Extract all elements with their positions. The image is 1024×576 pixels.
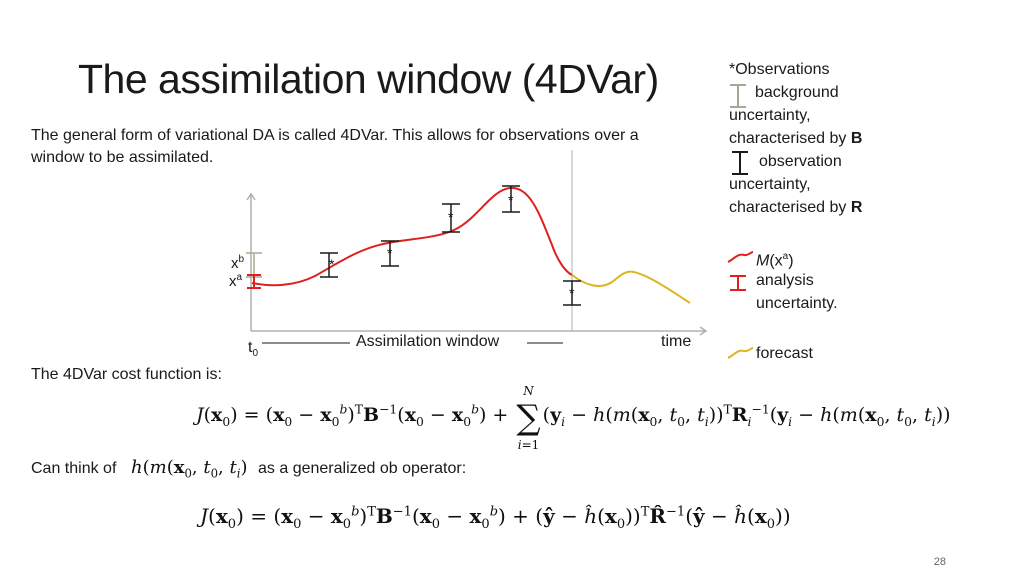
observation-errorbar bbox=[381, 240, 399, 267]
t0-sub: 0 bbox=[252, 348, 259, 360]
t0-base: t bbox=[248, 339, 253, 356]
legend-observation-line1: observation bbox=[759, 153, 842, 170]
observation-marker: * bbox=[329, 256, 335, 272]
forecast-trajectory bbox=[571, 270, 691, 304]
observation-errorbar bbox=[502, 185, 520, 213]
generalized-operator-inline: h(m(x0, t0, ti) bbox=[131, 457, 248, 481]
legend-analysis-line2: uncertainty. bbox=[756, 295, 838, 312]
time-label: time bbox=[661, 333, 692, 350]
legend-observation-line2: uncertainty, bbox=[729, 176, 811, 193]
legend-model-x: (x bbox=[769, 252, 783, 270]
xa-sup: a bbox=[236, 272, 243, 283]
xb-base: x bbox=[231, 255, 239, 272]
legend-header: *Observations bbox=[729, 61, 830, 78]
legend-observation-line3: characterised by R bbox=[729, 196, 862, 219]
observation-marker: * bbox=[569, 285, 575, 301]
cost-function-equation: J(x0) = (x0 − x0b)TB−1(x0 − x0b) + N ∑ i=1… bbox=[196, 384, 951, 452]
legend-background-symbol: B bbox=[850, 130, 863, 147]
t0-label: t0 bbox=[248, 339, 258, 359]
legend-background-line2: uncertainty, bbox=[729, 107, 811, 124]
legend-analysis-line1: analysis bbox=[756, 272, 814, 289]
window-label: Assimilation window bbox=[356, 333, 500, 350]
legend-model-close: ) bbox=[788, 252, 794, 270]
cost-function-label: The 4DVar cost function is: bbox=[31, 366, 222, 383]
page-number: 28 bbox=[933, 556, 946, 568]
observation-marker: * bbox=[508, 192, 514, 208]
value-axis-arrow-icon bbox=[246, 192, 256, 201]
background-errorbar bbox=[246, 252, 262, 278]
generalized-cost-equation: J(x0) = (x0 − x0b)TB−1(x0 − x0b) + (ŷ − … bbox=[200, 504, 791, 532]
intro-text: The general form of variational DA is ca… bbox=[31, 127, 639, 166]
observation-errorbar bbox=[320, 252, 338, 278]
background-errorbar-icon bbox=[730, 84, 746, 108]
generalized-operator-suffix: as a generalized ob operator: bbox=[258, 460, 467, 477]
legend-model-sup: a bbox=[782, 251, 789, 262]
legend-forecast: forecast bbox=[756, 345, 813, 362]
page-title: The assimilation window (4DVar) bbox=[78, 56, 659, 102]
legend-model-label: M(xa) bbox=[756, 245, 794, 272]
generalized-operator-prefix: Can think of bbox=[31, 460, 117, 477]
legend-background-line3: characterised by B bbox=[729, 127, 862, 150]
forecast-line-icon bbox=[727, 347, 754, 359]
legend-background-text: characterised by bbox=[729, 130, 851, 147]
analysis-line-icon bbox=[727, 251, 754, 263]
xa-base: x bbox=[229, 273, 237, 290]
observation-marker: * bbox=[448, 209, 454, 225]
xb-label: xb bbox=[231, 254, 244, 272]
xb-sup: b bbox=[238, 254, 245, 265]
observation-errorbar bbox=[563, 280, 581, 306]
observation-errorbar-icon bbox=[732, 151, 748, 175]
legend-model-m: M bbox=[756, 252, 770, 270]
analysis-errorbar-icon bbox=[730, 275, 746, 291]
observation-errorbar bbox=[442, 203, 460, 233]
xa-label: xa bbox=[229, 272, 242, 290]
analysis-trajectory bbox=[251, 186, 573, 287]
legend-observation-symbol: R bbox=[850, 199, 863, 216]
analysis-errorbar bbox=[247, 274, 261, 289]
observation-marker: * bbox=[387, 245, 393, 261]
legend-observation-text: characterised by bbox=[729, 199, 851, 216]
legend-background-line1: background bbox=[755, 84, 839, 101]
time-axis-arrow-icon bbox=[699, 326, 708, 336]
